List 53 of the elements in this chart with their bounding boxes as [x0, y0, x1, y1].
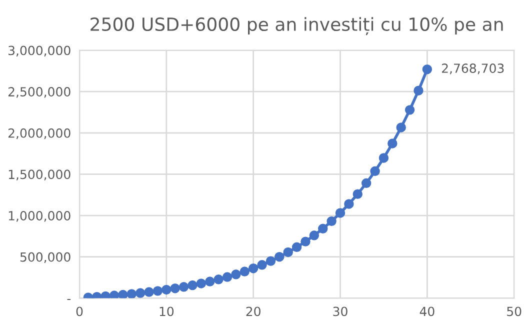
point: [274, 252, 284, 262]
point: [162, 284, 172, 295]
point: [100, 291, 110, 298]
y-tick-label: 1,000,000: [8, 210, 70, 222]
point: [231, 270, 241, 280]
point: [352, 189, 363, 199]
point: [196, 278, 206, 288]
point: [152, 286, 163, 296]
point: [178, 282, 189, 292]
point: [335, 208, 346, 218]
point: [135, 288, 146, 298]
point: [248, 264, 258, 274]
point: [388, 138, 398, 148]
y-tick-label: 3,000,000: [8, 46, 70, 56]
chart-title: 2500 USD+6000 pe an investiți cu 10% pe an: [90, 17, 503, 36]
x-tick-label: 20: [246, 306, 260, 316]
point: [118, 290, 128, 298]
point: [214, 274, 224, 284]
point: [404, 105, 415, 115]
y-tick-label: 1,500,000: [8, 170, 70, 180]
point: [126, 289, 137, 298]
data-label: 2,768,703: [442, 64, 504, 74]
point: [266, 256, 276, 266]
point: [240, 266, 250, 276]
point: [205, 276, 215, 286]
point: [257, 260, 267, 270]
point: [318, 224, 328, 234]
point: [300, 236, 310, 246]
point: [422, 64, 432, 74]
x-tick-label: 30: [333, 306, 348, 316]
point: [370, 166, 380, 176]
x-tick-label: 50: [507, 306, 522, 316]
y-tick-label: -: [67, 298, 71, 300]
point: [309, 230, 320, 240]
point: [378, 153, 389, 163]
point: [396, 122, 406, 132]
point: [283, 247, 293, 258]
x-tick-label: 10: [160, 306, 174, 316]
point: [109, 290, 120, 298]
point: [222, 272, 232, 282]
point: [344, 199, 354, 209]
x-tick-label: 40: [420, 306, 434, 316]
x-tick-label: 0: [76, 306, 83, 316]
y-tick-label: 500,000: [20, 252, 70, 264]
point: [144, 287, 154, 297]
point: [188, 280, 198, 290]
point: [361, 178, 372, 188]
point: [292, 242, 302, 252]
point: [326, 216, 336, 226]
y-tick-label: 2,500,000: [8, 87, 70, 98]
y-tick-label: 2,000,000: [8, 128, 70, 140]
point: [170, 284, 180, 294]
point: [414, 86, 424, 96]
